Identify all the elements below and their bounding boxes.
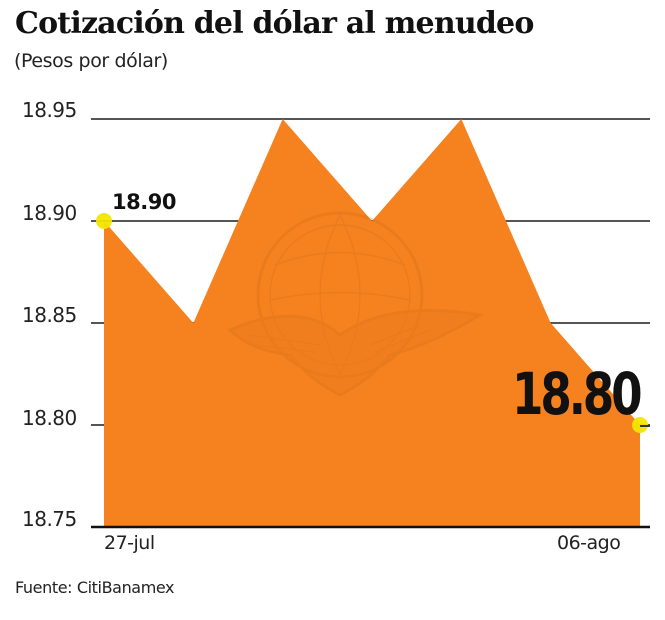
source-note: Fuente: CitiBanamex xyxy=(15,578,175,597)
first-point-marker xyxy=(96,213,112,229)
y-tick-1: 18.90 xyxy=(22,201,77,225)
y-tick-2: 18.85 xyxy=(22,303,77,327)
last-value-label: 18.80 xyxy=(512,360,643,428)
data-area xyxy=(104,119,640,527)
first-value-label: 18.90 xyxy=(112,190,176,214)
eagle-globe-watermark-icon xyxy=(227,211,485,397)
x-tick-end: 06-ago xyxy=(557,532,621,554)
y-tick-3: 18.80 xyxy=(22,406,77,430)
chart-title: Cotización del dólar al menudeo xyxy=(15,6,534,41)
x-tick-start: 27-jul xyxy=(104,532,155,554)
y-tick-4: 18.75 xyxy=(22,507,77,531)
chart-subtitle: (Pesos por dólar) xyxy=(14,50,168,72)
y-tick-0: 18.95 xyxy=(22,98,77,122)
